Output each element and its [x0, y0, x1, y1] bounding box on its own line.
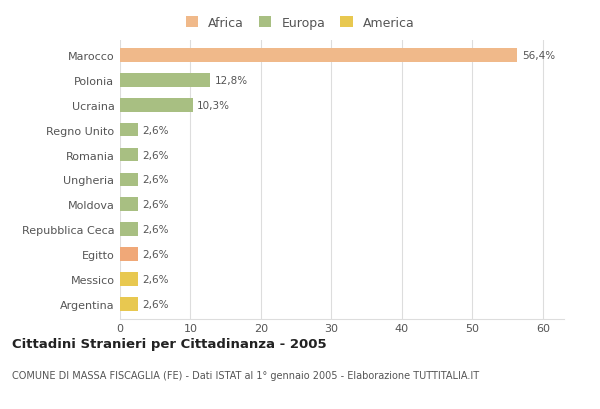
Legend: Africa, Europa, America: Africa, Europa, America	[183, 14, 417, 32]
Text: 2,6%: 2,6%	[143, 200, 169, 210]
Text: COMUNE DI MASSA FISCAGLIA (FE) - Dati ISTAT al 1° gennaio 2005 - Elaborazione TU: COMUNE DI MASSA FISCAGLIA (FE) - Dati IS…	[12, 370, 479, 380]
Bar	[120, 198, 139, 211]
Bar	[120, 272, 139, 286]
Bar	[120, 99, 193, 112]
Bar	[120, 74, 210, 88]
Bar	[120, 148, 139, 162]
Text: 2,6%: 2,6%	[143, 299, 169, 309]
Bar	[120, 173, 139, 187]
Text: Cittadini Stranieri per Cittadinanza - 2005: Cittadini Stranieri per Cittadinanza - 2…	[12, 337, 326, 351]
Bar	[120, 223, 139, 236]
Text: 56,4%: 56,4%	[522, 51, 555, 61]
Text: 2,6%: 2,6%	[143, 175, 169, 185]
Text: 2,6%: 2,6%	[143, 249, 169, 259]
Text: 12,8%: 12,8%	[214, 76, 248, 85]
Text: 2,6%: 2,6%	[143, 225, 169, 235]
Text: 10,3%: 10,3%	[197, 101, 230, 110]
Text: 2,6%: 2,6%	[143, 150, 169, 160]
Bar	[120, 247, 139, 261]
Bar	[120, 297, 139, 311]
Bar	[120, 124, 139, 137]
Bar	[120, 49, 517, 63]
Text: 2,6%: 2,6%	[143, 274, 169, 284]
Text: 2,6%: 2,6%	[143, 125, 169, 135]
